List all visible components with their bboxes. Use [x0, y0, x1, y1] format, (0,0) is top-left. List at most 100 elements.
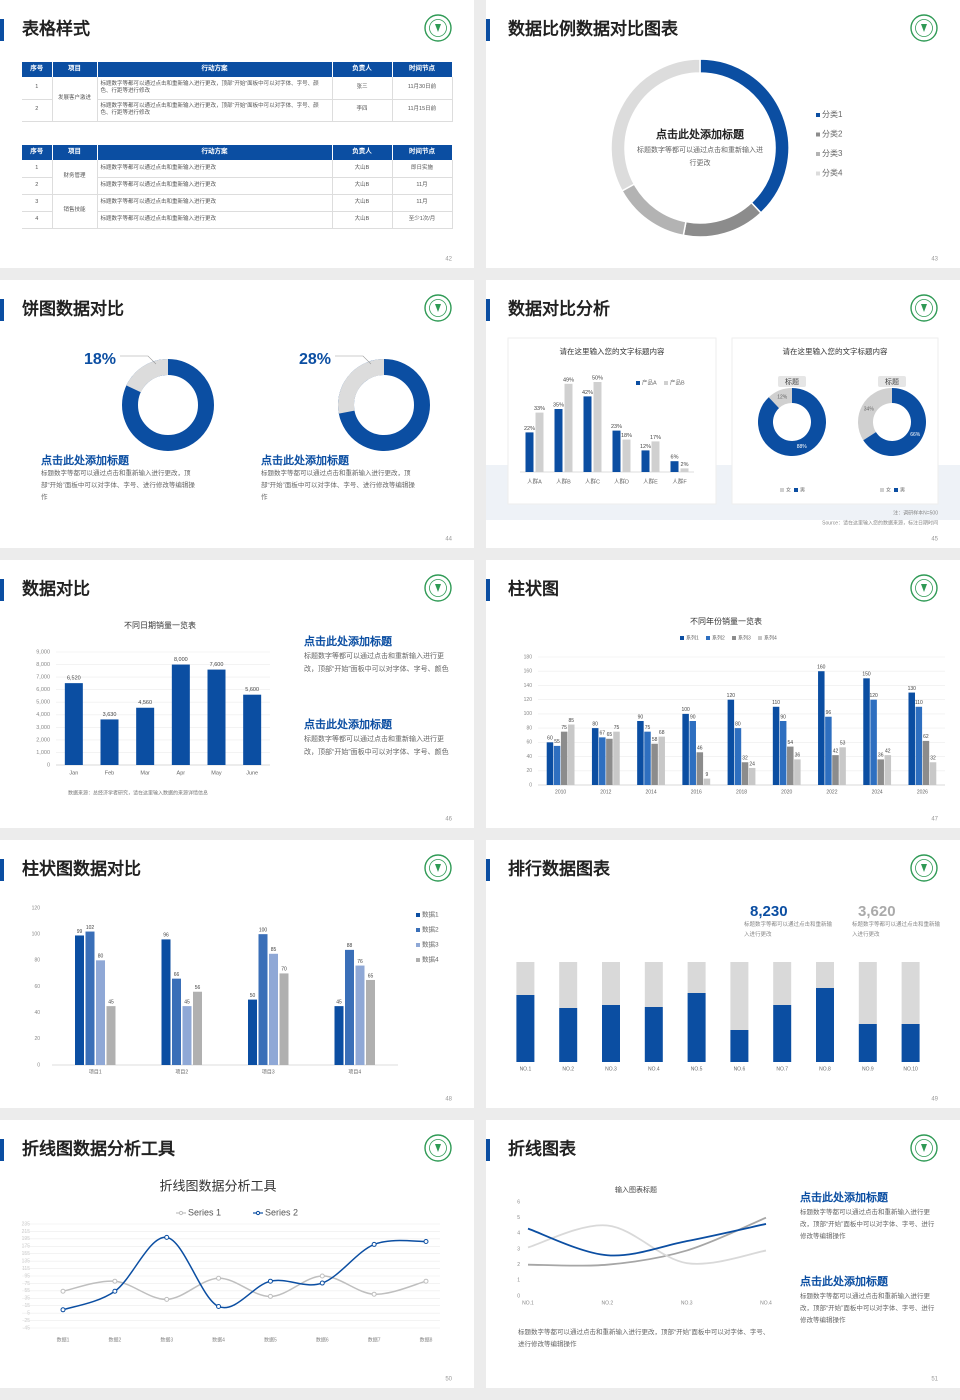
- value-label: 66: [174, 972, 180, 978]
- y-tick-label: 5: [517, 1215, 520, 1221]
- legend-dot: [255, 1210, 261, 1216]
- table-row: 2 标题数字等都可以通过点击和重新输入进行更改，顶部“开始”面板中可以对字体、字号…: [22, 99, 453, 122]
- table-row: 1 发展客户激进 标题数字等都可以通过点击和重新输入进行更改，顶部“开始”面板中可以…: [22, 77, 453, 122]
- x-tick-label: NO.8: [819, 1066, 831, 1072]
- slide-title: 排行数据图表: [508, 858, 611, 878]
- legend-swatch: [880, 488, 884, 492]
- legend-label: 分类2: [822, 129, 843, 139]
- table-row: 3 销售技能 标题数字等都可以通过点击和重新输入进行更改 大山B 11月: [22, 194, 453, 229]
- x-tick-label: 人群D: [614, 477, 629, 485]
- legend-swatch: [706, 636, 710, 640]
- table-row: 1 财务管理 标题数字等都可以通过点击和重新输入进行更改 大山B 即日实施: [22, 160, 453, 195]
- x-tick-label: NO.9: [862, 1066, 874, 1072]
- table-cell: 4: [22, 211, 53, 229]
- bar: [651, 743, 658, 785]
- title-accent: [486, 1139, 490, 1161]
- page-number: 45: [931, 537, 938, 543]
- page-number: 50: [445, 1377, 452, 1383]
- bar-segment: [516, 962, 535, 995]
- bar: [832, 755, 839, 785]
- x-tick-label: NO.4: [648, 1066, 660, 1072]
- bar-segment: [816, 988, 834, 1062]
- value-label: 66%: [910, 432, 921, 438]
- value-label: 80: [98, 954, 104, 960]
- bar: [651, 441, 660, 472]
- value-label: 68: [659, 730, 665, 736]
- x-tick-label: NO.1: [520, 1066, 532, 1072]
- bar: [553, 745, 561, 785]
- bar: [258, 934, 268, 1065]
- table-cell: 标题数字等都可以通过点击和重新输入进行更改，顶部“开始”面板中可以对字体、字号、…: [97, 77, 333, 100]
- x-tick-label: 2018: [736, 789, 747, 795]
- x-tick-label: 2020: [781, 789, 792, 795]
- x-tick-label: 数据5: [264, 1336, 277, 1343]
- bar: [641, 450, 650, 472]
- x-tick-label: 数据6: [316, 1336, 329, 1343]
- logo-mark: [921, 864, 927, 872]
- y-tick-label: 140: [524, 683, 533, 689]
- slide-title: 数据比例数据对比图表: [508, 18, 679, 38]
- bar: [622, 439, 631, 472]
- bar: [172, 978, 181, 1065]
- legend-label: 男: [800, 487, 805, 493]
- x-tick-label: 2022: [826, 789, 837, 795]
- value-label: 96: [826, 710, 832, 716]
- x-tick-label: 人群E: [643, 477, 658, 485]
- table-cell: 标题数字等都可以通过点击和重新输入进行更改: [97, 177, 333, 195]
- bar: [818, 671, 825, 785]
- point: [371, 1291, 377, 1297]
- legend-label: 分类1: [822, 109, 843, 119]
- point: [267, 1278, 273, 1284]
- logo-mark: [921, 1144, 927, 1152]
- text-block: 标题数字等都可以通过点击和重新输入进行更改: [852, 922, 941, 939]
- chart-heading: 点击此处添加标题: [656, 127, 745, 141]
- bar: [779, 721, 787, 785]
- value-label: 100: [681, 707, 690, 713]
- value-label: 120: [727, 693, 736, 699]
- value-label: 42: [833, 748, 839, 754]
- y-tick-label: 195: [22, 1236, 31, 1242]
- legend-label: 数据3: [422, 940, 439, 949]
- x-tick-label: 人群C: [585, 477, 600, 485]
- value-label: 45: [184, 999, 190, 1005]
- data-table: 序号 项目 行动方案 负责人 时间节点 1 发展客户激进 标题数字等都可以通过点击和重新输入进…: [22, 62, 453, 122]
- y-tick-label: 0: [47, 762, 50, 768]
- value-label: 50: [250, 993, 256, 999]
- legend-swatch: [416, 928, 420, 932]
- slide-bg: [486, 840, 960, 1108]
- legend-swatch: [794, 488, 798, 492]
- x-tick-label: 数据3: [160, 1336, 173, 1343]
- value-label: 62: [923, 734, 929, 740]
- tag-label: 标题: [885, 377, 899, 386]
- x-tick-label: Jan: [69, 770, 78, 776]
- value-label: 32: [930, 756, 936, 762]
- block-heading: 点击此处添加标题: [800, 1190, 889, 1204]
- value-label: 54: [787, 740, 793, 746]
- y-tick-label: 40: [526, 754, 532, 760]
- value-label: 75: [561, 725, 567, 731]
- y-tick-label: 0: [37, 1062, 40, 1068]
- tag-label: 标题: [785, 377, 799, 386]
- logo-inner: [429, 19, 447, 37]
- bar: [106, 1006, 116, 1065]
- value-label: 85: [271, 947, 277, 953]
- bar: [568, 724, 575, 785]
- value-label: 80: [735, 721, 741, 727]
- logo-mark: [435, 1144, 441, 1152]
- y-tick-label: 40: [34, 1010, 40, 1016]
- page-number: 48: [445, 1097, 452, 1103]
- page-number: 49: [931, 1097, 938, 1103]
- value-label: 75: [645, 725, 651, 731]
- table-cell: 1: [22, 77, 53, 100]
- value-label: 22%: [524, 426, 535, 432]
- legend-swatch: [680, 636, 684, 640]
- value-label: 100: [259, 927, 268, 933]
- x-tick-label: 2026: [917, 789, 928, 795]
- bar-segment: [559, 1008, 578, 1062]
- bar: [554, 409, 563, 472]
- bar-segment: [730, 962, 749, 1030]
- value-label: 60: [547, 736, 553, 742]
- value-label: 75: [614, 725, 620, 731]
- bar: [839, 747, 846, 785]
- value-label: 45: [108, 999, 114, 1005]
